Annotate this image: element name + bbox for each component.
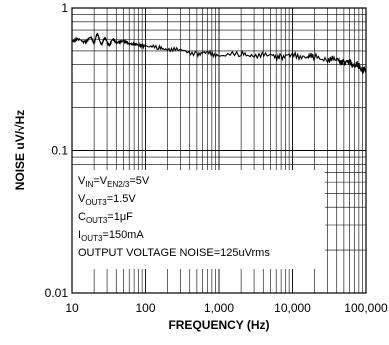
x-tick-label: 10 [65,301,79,315]
y-tick-label: 1 [61,1,68,15]
x-tick-labels: 10 100 1,000 10,000 100,000 [65,301,388,315]
annotation-iout: IOUT3=150mA [78,229,144,243]
y-axis-title: NOISE uV/√Hz [13,110,27,191]
plot-frame [71,7,367,294]
x-tick-label: 100,000 [344,301,388,315]
y-tick-label: 0.1 [51,144,68,158]
y-tick-labels: 1 0.1 0.01 [45,1,69,300]
annotation-vout: VOUT3=1.5V [78,193,136,207]
x-tick-label: 10,000 [274,301,311,315]
x-tick-label: 100 [135,301,155,315]
y-tick-label: 0.01 [45,286,69,300]
annotation-cout: COUT3=1μF [78,211,133,225]
x-tick-label: 1,000 [204,301,234,315]
noise-series-line [72,32,367,75]
annotation-vin: VIN=VEN2/3=5V [78,175,150,189]
annotation-box [72,170,325,269]
annotation-output-noise: OUTPUT VOLTAGE NOISE=125uVrms [78,247,270,259]
x-axis-title: FREQUENCY (Hz) [168,318,269,332]
